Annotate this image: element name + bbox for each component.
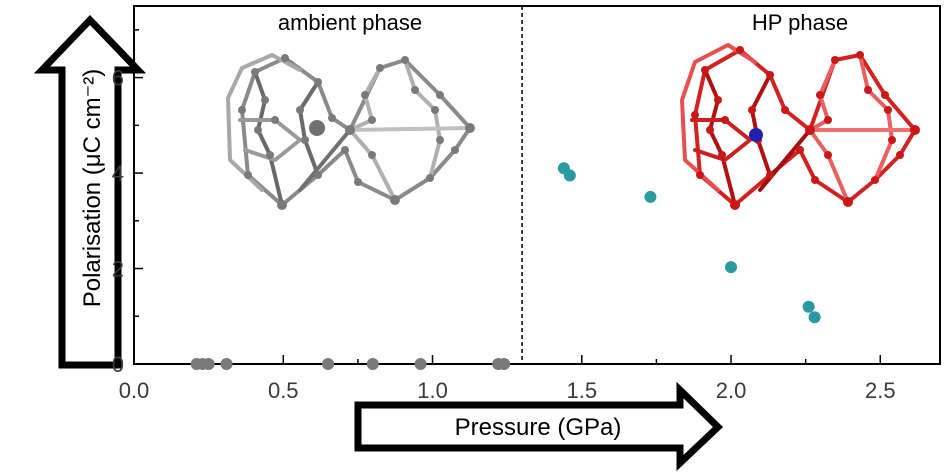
hp-data-point <box>802 300 815 313</box>
hp-data-point <box>808 311 821 324</box>
x-tick-label: 1.0 <box>417 378 448 403</box>
x-axis-arrow <box>354 381 724 472</box>
hp-data-point <box>725 261 738 274</box>
hp-data-point <box>563 169 576 182</box>
y-axis-arrow <box>33 14 147 369</box>
ambient-phase-label: ambient phase <box>278 10 422 35</box>
ambient-structure-illustration <box>226 53 475 210</box>
x-tick-label: 2.5 <box>865 378 896 403</box>
hp-phase-label: HP phase <box>752 10 848 35</box>
y-axis-label: Polarisation (μC cm⁻²) <box>79 69 106 308</box>
hp-structure-illustration <box>680 43 920 210</box>
hp-data-point <box>644 190 657 203</box>
x-tick-label: 0.5 <box>268 378 299 403</box>
x-axis-label: Pressure (GPa) <box>455 414 622 441</box>
ambient-central-ion <box>309 120 325 136</box>
x-tick-label: 1.5 <box>566 378 597 403</box>
ambient-data-point <box>322 358 335 370</box>
y-tick-label: 4 <box>112 161 124 186</box>
ambient-data-point <box>414 358 427 370</box>
x-tick-label: 2.0 <box>716 378 747 403</box>
x-tick-label: 0.0 <box>119 378 150 403</box>
y-tick-label: 6 <box>112 66 124 91</box>
ambient-data-point <box>498 358 511 370</box>
y-tick-label: 2 <box>112 257 124 282</box>
ambient-data-point <box>202 358 215 370</box>
hp-central-ion <box>749 128 763 142</box>
y-tick-label: 0 <box>112 352 124 377</box>
ambient-data-point <box>366 358 379 370</box>
plot-frame <box>133 5 941 365</box>
ambient-data-point <box>220 358 233 370</box>
